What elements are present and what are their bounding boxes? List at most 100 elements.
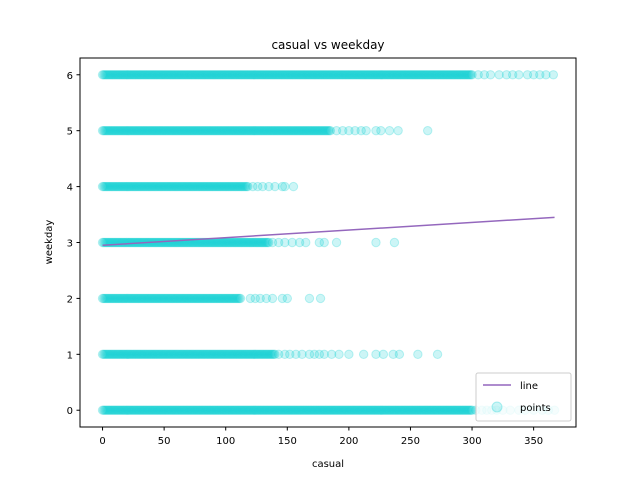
scatter-point <box>286 405 296 415</box>
scatter-point <box>302 70 312 80</box>
scatter-point <box>158 125 168 136</box>
scatter-point <box>345 70 355 80</box>
scatter-point <box>101 293 111 304</box>
scatter-point <box>253 125 263 136</box>
scatter-point <box>208 293 219 304</box>
scatter-point <box>195 125 205 136</box>
scatter-point <box>165 349 175 360</box>
scatter-point <box>372 405 382 415</box>
scatter-point <box>182 125 193 136</box>
scatter-point <box>397 405 407 415</box>
scatter-point <box>99 125 109 136</box>
scatter-point <box>164 293 174 304</box>
x-tick-label: 50 <box>158 436 171 447</box>
scatter-point <box>134 349 145 360</box>
scatter-point <box>277 293 288 304</box>
scatter-point <box>181 125 191 136</box>
scatter-point <box>302 405 312 415</box>
scatter-point <box>101 125 111 136</box>
scatter-point <box>185 293 195 304</box>
scatter-point <box>394 405 405 415</box>
scatter-point <box>203 125 214 136</box>
scatter-point <box>403 405 413 415</box>
scatter-point <box>288 70 299 80</box>
scatter-point <box>272 405 283 415</box>
scatter-point <box>122 405 132 415</box>
scatter-point <box>175 181 185 192</box>
scatter-point <box>257 70 268 80</box>
scatter-point <box>261 293 272 304</box>
scatter-point <box>315 405 326 415</box>
scatter-point <box>207 70 217 80</box>
scatter-point <box>250 405 260 415</box>
scatter-point <box>197 125 208 136</box>
scatter-point <box>331 237 342 248</box>
scatter-point <box>191 405 201 415</box>
scatter-point <box>188 125 199 136</box>
scatter-point <box>106 181 116 192</box>
scatter-point <box>111 349 121 360</box>
scatter-point <box>188 181 199 192</box>
scatter-point <box>335 405 345 415</box>
scatter-point <box>106 70 116 80</box>
scatter-point <box>227 237 237 248</box>
scatter-point <box>147 349 157 360</box>
scatter-point <box>451 405 461 415</box>
scatter-point <box>354 405 364 415</box>
scatter-point <box>224 349 235 360</box>
scatter-point <box>361 125 371 136</box>
scatter-point <box>237 237 247 248</box>
scatter-point <box>365 405 375 415</box>
scatter-point <box>179 181 189 192</box>
scatter-point <box>243 237 253 248</box>
scatter-point <box>280 70 290 80</box>
scatter-point <box>116 125 126 136</box>
scatter-point <box>164 349 174 360</box>
scatter-point <box>120 293 130 304</box>
scatter-point <box>138 181 148 192</box>
scatter-point <box>224 70 235 80</box>
scatter-point <box>485 70 496 80</box>
scatter-point <box>404 405 414 415</box>
scatter-point <box>142 70 152 80</box>
scatter-point <box>278 125 289 136</box>
scatter-point <box>104 181 114 192</box>
scatter-point <box>257 181 268 192</box>
x-tick-label: 100 <box>216 436 235 447</box>
scatter-point <box>158 70 168 80</box>
scatter-point <box>414 405 424 415</box>
scatter-point <box>193 70 204 80</box>
scatter-point <box>97 293 108 304</box>
scatter-point <box>233 293 243 304</box>
scatter-point <box>254 349 264 360</box>
scatter-point <box>245 237 256 248</box>
scatter-point <box>386 70 396 80</box>
scatter-point <box>285 405 295 415</box>
scatter-point <box>121 349 131 360</box>
scatter-point <box>330 405 341 415</box>
scatter-point <box>200 349 210 360</box>
scatter-point <box>190 181 200 192</box>
scatter-point <box>259 70 269 80</box>
scatter-point <box>421 70 432 80</box>
scatter-point <box>127 349 137 360</box>
scatter-point <box>283 125 294 136</box>
scatter-point <box>124 293 135 304</box>
scatter-point <box>388 349 398 360</box>
scatter-point <box>270 349 280 360</box>
scatter-point <box>156 181 167 192</box>
scatter-point <box>234 237 244 248</box>
scatter-point <box>121 70 131 80</box>
scatter-point <box>315 125 326 136</box>
scatter-point <box>185 405 195 415</box>
scatter-point <box>97 70 108 80</box>
scatter-point <box>154 125 164 136</box>
scatter-point <box>285 349 295 360</box>
scatter-point <box>248 70 258 80</box>
scatter-point <box>218 181 228 192</box>
scatter-point <box>201 349 211 360</box>
scatter-point <box>275 125 285 136</box>
scatter-point <box>223 125 233 136</box>
scatter-point <box>324 405 334 415</box>
scatter-point <box>341 405 352 415</box>
